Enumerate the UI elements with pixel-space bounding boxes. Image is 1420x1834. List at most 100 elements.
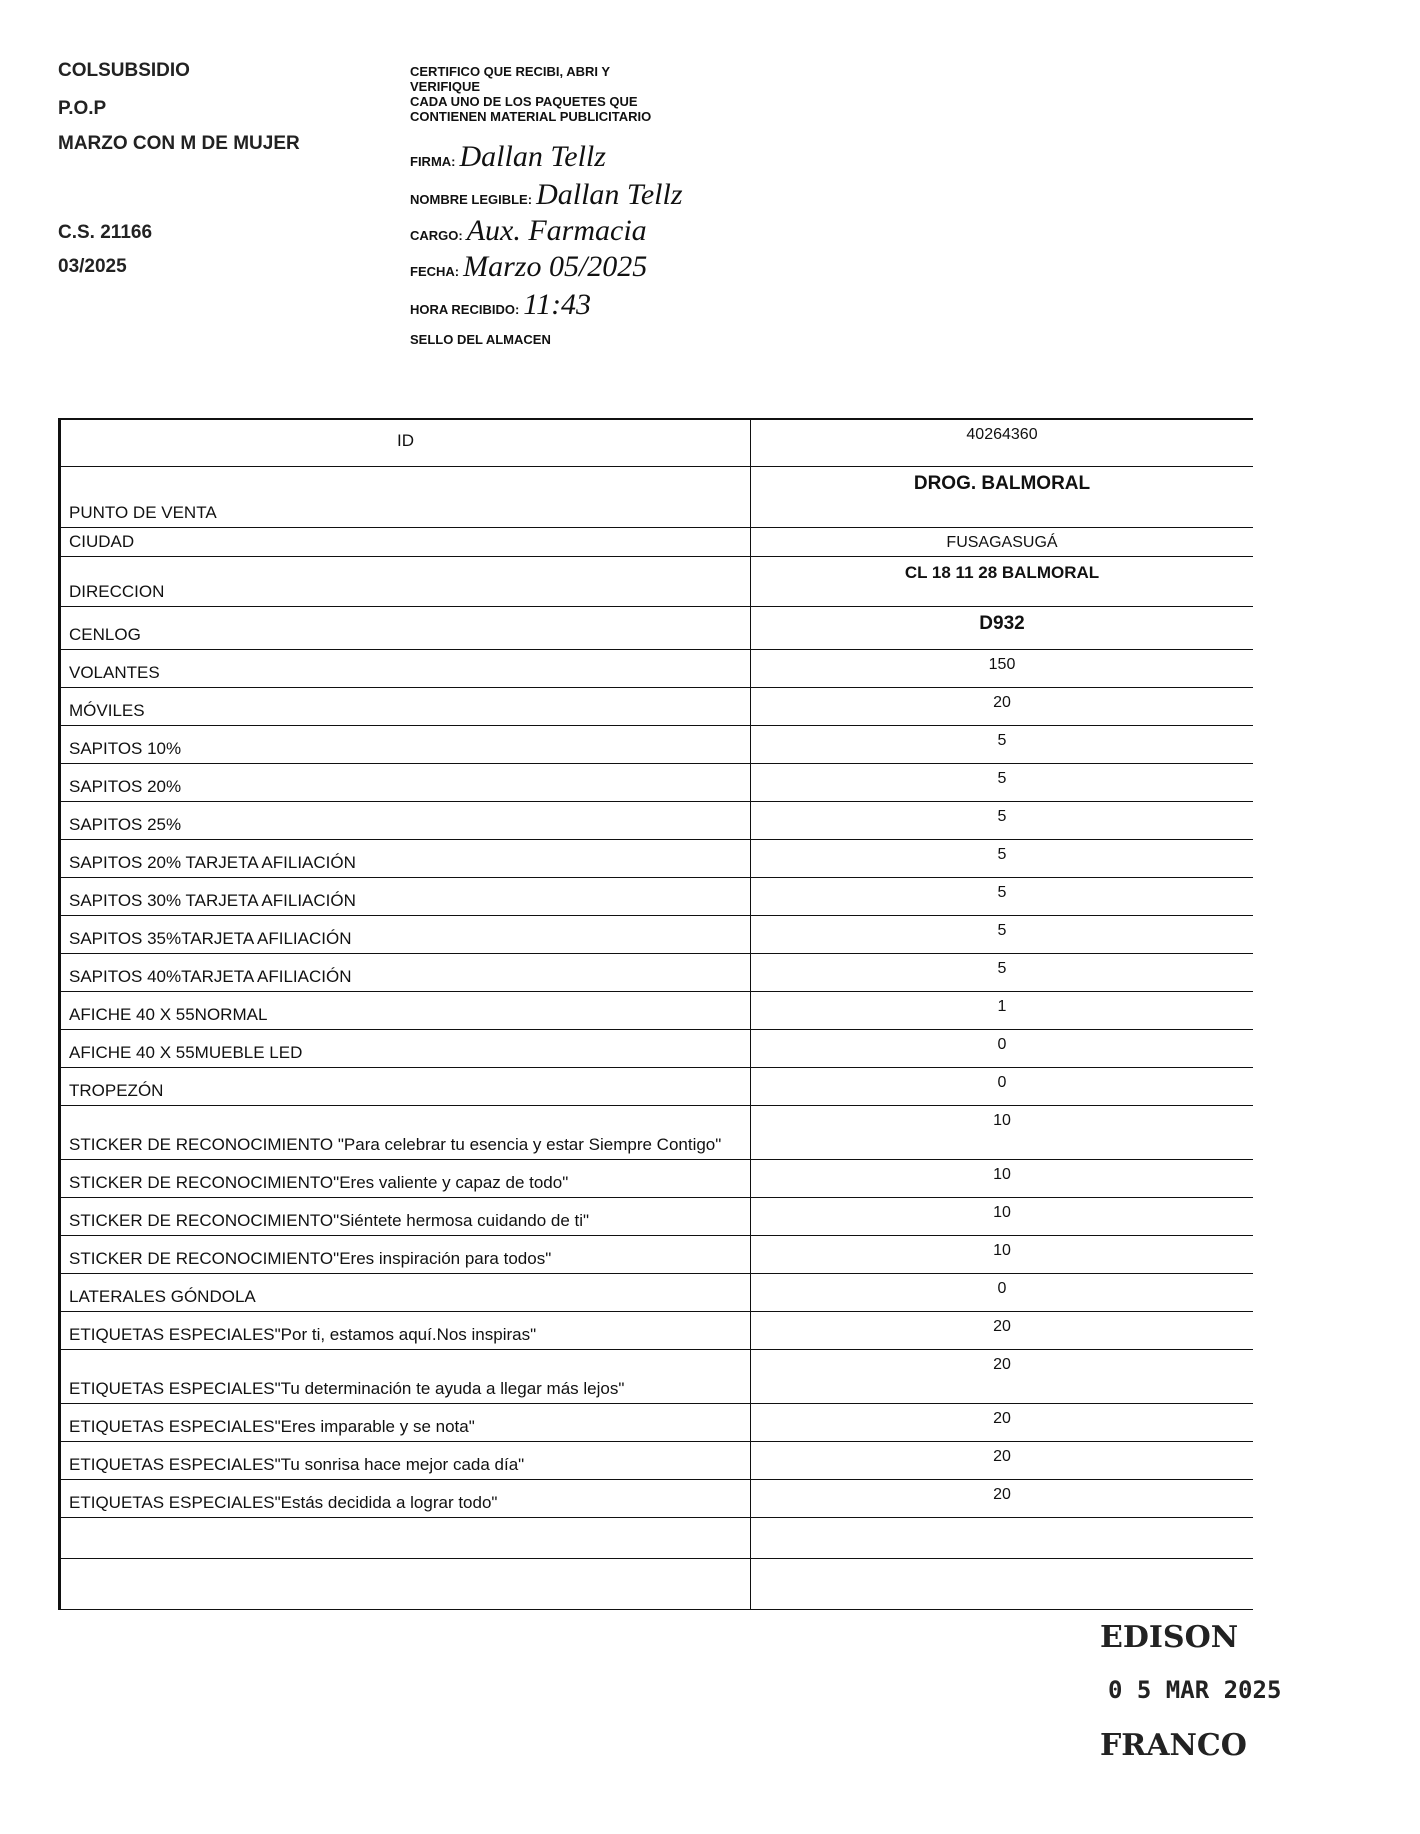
row-value: 0 bbox=[997, 1280, 1007, 1297]
blank-cell bbox=[751, 1518, 1253, 1558]
blank-row bbox=[61, 1559, 1253, 1610]
table-row: ETIQUETAS ESPECIALES"Tu sonrisa hace mej… bbox=[61, 1442, 1253, 1480]
row-value: 1 bbox=[997, 998, 1007, 1015]
row-value: 40264360 bbox=[966, 426, 1038, 443]
row-value: 20 bbox=[993, 1448, 1011, 1465]
table-row: SAPITOS 10% 5 bbox=[61, 726, 1253, 764]
row-label: SAPITOS 20% TARJETA AFILIACIÓN bbox=[61, 840, 751, 877]
table-row: SAPITOS 30% TARJETA AFILIACIÓN 5 bbox=[61, 878, 1253, 916]
row-value: 20 bbox=[993, 1410, 1011, 1427]
field-label: FECHA: bbox=[410, 264, 460, 279]
field: FECHA: Marzo 05/2025 bbox=[410, 250, 647, 284]
certificate: CERTIFICO QUE RECIBI, ABRI Y VERIFIQUE CAD… bbox=[410, 64, 651, 124]
field-label: SELLO DEL ALMACEN bbox=[410, 332, 551, 347]
table-row: SAPITOS 40%TARJETA AFILIACIÓN 5 bbox=[61, 954, 1253, 992]
statement-line: CONTIENEN MATERIAL PUBLICITARIO bbox=[410, 109, 652, 124]
handwritten-value: Marzo 05/2025 bbox=[463, 250, 648, 283]
row-label: ETIQUETAS ESPECIALES"Tu determinación te… bbox=[61, 1350, 751, 1403]
row-label: ID bbox=[61, 420, 751, 466]
header-line: P.O.P bbox=[58, 98, 107, 119]
row-value: 20 bbox=[993, 694, 1011, 711]
field: FIRMA: Dallan Tellz bbox=[410, 140, 606, 174]
table-row: ETIQUETAS ESPECIALES"Estás decidida a lo… bbox=[61, 1480, 1253, 1518]
row-label: ETIQUETAS ESPECIALES"Tu sonrisa hace mej… bbox=[61, 1442, 751, 1479]
row-value: 5 bbox=[997, 732, 1007, 749]
row-label: ETIQUETAS ESPECIALES"Por ti, estamos aqu… bbox=[61, 1312, 751, 1349]
row-label: CENLOG bbox=[61, 607, 751, 649]
table-row: AFICHE 40 X 55NORMAL 1 bbox=[61, 992, 1253, 1030]
table-row: STICKER DE RECONOCIMIENTO"Eres valiente … bbox=[61, 1160, 1253, 1198]
row-label: STICKER DE RECONOCIMIENTO"Siéntete hermo… bbox=[61, 1198, 751, 1235]
table-row: VOLANTES 150 bbox=[61, 650, 1253, 688]
field: HORA RECIBIDO: 11:43 bbox=[410, 288, 591, 322]
field-label: NOMBRE LEGIBLE: bbox=[410, 192, 533, 207]
row-value: 10 bbox=[993, 1204, 1011, 1221]
stamp-line: 0 5 MAR 2025 bbox=[1108, 1676, 1282, 1704]
table-row: STICKER DE RECONOCIMIENTO "Para celebrar… bbox=[61, 1106, 1253, 1160]
blank-cell bbox=[61, 1559, 751, 1609]
field-label: FIRMA: bbox=[410, 154, 456, 169]
row-label: CIUDAD bbox=[61, 528, 751, 556]
stamp-line: FRANCO bbox=[1100, 1728, 1247, 1763]
table-row: SAPITOS 20% TARJETA AFILIACIÓN 5 bbox=[61, 840, 1253, 878]
table-row: AFICHE 40 X 55MUEBLE LED 0 bbox=[61, 1030, 1253, 1068]
table-row: ETIQUETAS ESPECIALES"Eres imparable y se… bbox=[61, 1404, 1253, 1442]
stamp-line: EDISON bbox=[1100, 1620, 1239, 1655]
table-row: ETIQUETAS ESPECIALES"Tu determinación te… bbox=[61, 1350, 1253, 1404]
row-label: SAPITOS 25% bbox=[61, 802, 751, 839]
row-value: 0 bbox=[997, 1074, 1007, 1091]
statement-line: CADA UNO DE LOS PAQUETES QUE bbox=[410, 94, 638, 109]
handwritten-value: 11:43 bbox=[523, 288, 592, 321]
table-row: ID 40264360 bbox=[61, 420, 1253, 467]
header-line: 03/2025 bbox=[58, 256, 127, 277]
row-value: D932 bbox=[979, 613, 1025, 634]
table-row: SAPITOS 35%TARJETA AFILIACIÓN 5 bbox=[61, 916, 1253, 954]
table-row: SAPITOS 20% 5 bbox=[61, 764, 1253, 802]
header-line: COLSUBSIDIO bbox=[58, 60, 190, 81]
table-row: ETIQUETAS ESPECIALES"Por ti, estamos aqu… bbox=[61, 1312, 1253, 1350]
row-label: AFICHE 40 X 55MUEBLE LED bbox=[61, 1030, 751, 1067]
row-value: 20 bbox=[993, 1318, 1011, 1335]
row-label: SAPITOS 35%TARJETA AFILIACIÓN bbox=[61, 916, 751, 953]
header-line: C.S. 21166 bbox=[58, 222, 153, 243]
table-row: LATERALES GÓNDOLA 0 bbox=[61, 1274, 1253, 1312]
table-row: PUNTO DE VENTA DROG. BALMORAL bbox=[61, 467, 1253, 528]
row-value: FUSAGASUGÁ bbox=[946, 534, 1058, 551]
row-label: ETIQUETAS ESPECIALES"Estás decidida a lo… bbox=[61, 1480, 751, 1517]
row-value: DROG. BALMORAL bbox=[913, 473, 1091, 494]
row-label: STICKER DE RECONOCIMIENTO"Eres inspiraci… bbox=[61, 1236, 751, 1273]
row-label: SAPITOS 10% bbox=[61, 726, 751, 763]
blank-cell bbox=[61, 1518, 751, 1558]
handwritten-value: Aux. Farmacia bbox=[466, 214, 647, 247]
row-label: DIRECCION bbox=[61, 557, 751, 606]
row-label: TROPEZÓN bbox=[61, 1068, 751, 1105]
row-value: 10 bbox=[993, 1242, 1011, 1259]
table-row: MÓVILES 20 bbox=[61, 688, 1253, 726]
row-value: 5 bbox=[997, 846, 1007, 863]
row-label: SAPITOS 20% bbox=[61, 764, 751, 801]
row-label: MÓVILES bbox=[61, 688, 751, 725]
table-row: CIUDAD FUSAGASUGÁ bbox=[61, 528, 1253, 557]
row-value: 150 bbox=[988, 656, 1016, 673]
row-value: CL 18 11 28 BALMORAL bbox=[904, 563, 1100, 582]
statement-line: VERIFIQUE bbox=[410, 79, 481, 94]
row-label: ETIQUETAS ESPECIALES"Eres imparable y se… bbox=[61, 1404, 751, 1441]
row-value: 5 bbox=[997, 770, 1007, 787]
field: CARGO: Aux. Farmacia bbox=[410, 214, 647, 248]
row-label: SAPITOS 30% TARJETA AFILIACIÓN bbox=[61, 878, 751, 915]
row-value: 5 bbox=[997, 884, 1007, 901]
field-label: HORA RECIBIDO: bbox=[410, 302, 520, 317]
row-label: LATERALES GÓNDOLA bbox=[61, 1274, 751, 1311]
row-value: 0 bbox=[997, 1036, 1007, 1053]
table-row: STICKER DE RECONOCIMIENTO"Siéntete hermo… bbox=[61, 1198, 1253, 1236]
row-value: 5 bbox=[997, 960, 1007, 977]
material-table: ID 40264360 PUNTO DE VENTA DROG. BALMORAL CI… bbox=[58, 418, 1253, 1610]
row-value: 5 bbox=[997, 922, 1007, 939]
row-label: PUNTO DE VENTA bbox=[61, 467, 751, 527]
row-label: SAPITOS 40%TARJETA AFILIACIÓN bbox=[61, 954, 751, 991]
table-row: STICKER DE RECONOCIMIENTO"Eres inspiraci… bbox=[61, 1236, 1253, 1274]
row-label: VOLANTES bbox=[61, 650, 751, 687]
handwritten-value: Dallan Tellz bbox=[459, 140, 606, 173]
row-label: AFICHE 40 X 55NORMAL bbox=[61, 992, 751, 1029]
